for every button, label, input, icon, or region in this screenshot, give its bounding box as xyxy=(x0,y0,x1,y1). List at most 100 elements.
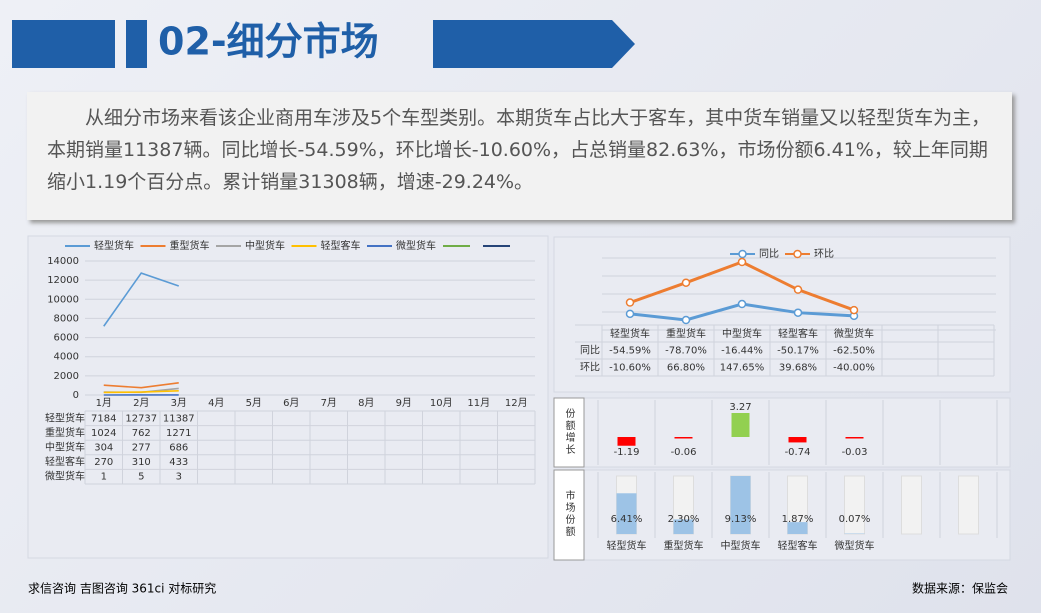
table-value: -10.60% xyxy=(609,363,651,374)
legend-label: 环比 xyxy=(814,248,834,260)
bar-background xyxy=(958,475,979,535)
x-tick-label: 微型货车 xyxy=(834,327,874,340)
x-tick-label: 7月 xyxy=(321,397,337,409)
x-tick-label: 4月 xyxy=(208,397,224,409)
legend-label: 微型货车 xyxy=(396,239,436,252)
legend-label: 中型货车 xyxy=(245,239,285,252)
bar xyxy=(730,476,751,534)
footer-left: 求信咨询 吉图咨询 361ci 对标研究 xyxy=(28,581,216,596)
header-arrow xyxy=(433,20,635,68)
point xyxy=(625,309,635,319)
row-title: 份额增长 xyxy=(563,408,575,456)
x-tick-label: 重型货车 xyxy=(664,539,704,552)
table-value: 7184 xyxy=(91,413,116,424)
table-value: 66.80% xyxy=(667,363,705,374)
panel xyxy=(27,235,549,559)
table-value: 310 xyxy=(132,457,151,468)
table-value: 433 xyxy=(169,457,188,468)
row-label-box xyxy=(553,397,585,468)
page-title: 02-细分市场 xyxy=(158,20,379,64)
x-tick-label: 5月 xyxy=(246,397,262,409)
point xyxy=(793,308,803,317)
bar xyxy=(617,437,636,446)
bar xyxy=(787,522,808,534)
table-value: 5 xyxy=(138,472,144,483)
table-value: 3 xyxy=(176,472,182,483)
x-tick-label: 3月 xyxy=(171,397,187,409)
table-value: 1 xyxy=(101,472,107,483)
bar xyxy=(845,437,864,439)
row-label: 同比 xyxy=(580,345,600,357)
table-value: 304 xyxy=(94,443,113,454)
y-tick-label: 6000 xyxy=(54,333,79,344)
y-tick-label: 4000 xyxy=(54,352,79,363)
point xyxy=(793,285,803,294)
point xyxy=(681,278,691,287)
value-label: -1.19 xyxy=(614,447,640,458)
value-label: 3.27 xyxy=(729,402,751,413)
x-tick-label: 轻型客车 xyxy=(778,327,818,340)
table-value: -78.70% xyxy=(665,346,707,357)
header-block xyxy=(12,20,115,68)
bar-background xyxy=(844,475,865,535)
value-label: -0.06 xyxy=(671,447,697,458)
y-tick-label: 12000 xyxy=(47,275,79,286)
value-label: 0.07% xyxy=(839,514,871,525)
y-tick-label: 0 xyxy=(73,390,79,401)
x-tick-label: 2月 xyxy=(133,397,149,409)
value-label: -0.03 xyxy=(842,447,868,458)
bar-background xyxy=(901,475,922,535)
x-tick-label: 中型货车 xyxy=(721,539,761,552)
value-label: 2.30% xyxy=(668,514,700,525)
table-value: 147.65% xyxy=(720,363,765,374)
table-value: -62.50% xyxy=(833,346,875,357)
x-tick-label: 中型货车 xyxy=(722,327,762,340)
x-tick-label: 12月 xyxy=(505,397,528,409)
x-tick-label: 9月 xyxy=(396,397,412,409)
row-label: 重型货车 xyxy=(45,426,85,439)
x-tick-label: 8月 xyxy=(358,397,374,409)
point xyxy=(737,299,747,309)
point xyxy=(681,315,691,325)
bar xyxy=(788,437,807,443)
row-label: 环比 xyxy=(580,362,600,374)
bar xyxy=(673,519,694,534)
bar xyxy=(616,493,637,534)
x-tick-label: 轻型货车 xyxy=(610,327,650,340)
table-value: -54.59% xyxy=(609,346,651,357)
series-line xyxy=(103,382,179,389)
row-label: 中型货车 xyxy=(45,441,85,454)
legend-marker xyxy=(793,249,802,259)
point xyxy=(849,305,859,315)
legend-label: 重型货车 xyxy=(170,239,210,252)
table-value: -40.00% xyxy=(833,363,875,374)
table-value: 270 xyxy=(94,457,113,468)
bar xyxy=(731,413,750,437)
row-title: 市场份额 xyxy=(563,489,575,538)
table-value: -16.44% xyxy=(721,346,763,357)
row-label: 轻型客车 xyxy=(45,455,85,468)
table-value: 39.68% xyxy=(779,363,817,374)
legend-label: 同比 xyxy=(759,248,779,260)
series-line xyxy=(103,390,179,394)
x-tick-label: 轻型货车 xyxy=(607,539,647,552)
row-label: 微型货车 xyxy=(45,470,85,483)
row-label-box xyxy=(553,469,585,561)
value-label: 6.41% xyxy=(611,514,643,525)
x-tick-label: 轻型客车 xyxy=(778,539,818,552)
value-label: -0.74 xyxy=(785,447,811,458)
summary: 从细分市场来看该企业商用车涉及5个车型类别。本期货车占比大于客车，其中货车销量又… xyxy=(27,92,1012,220)
bar xyxy=(674,437,693,439)
row-label: 轻型货车 xyxy=(45,411,85,424)
y-tick-label: 14000 xyxy=(47,256,79,267)
table-value: -50.17% xyxy=(777,346,819,357)
point xyxy=(625,298,635,307)
x-tick-label: 微型货车 xyxy=(835,539,875,552)
table-value: 277 xyxy=(132,443,151,454)
table-value: 12737 xyxy=(125,413,157,424)
table-value: 1271 xyxy=(166,428,191,439)
y-tick-label: 10000 xyxy=(47,294,79,305)
y-tick-label: 2000 xyxy=(54,371,79,382)
table-value: 1024 xyxy=(91,428,116,439)
